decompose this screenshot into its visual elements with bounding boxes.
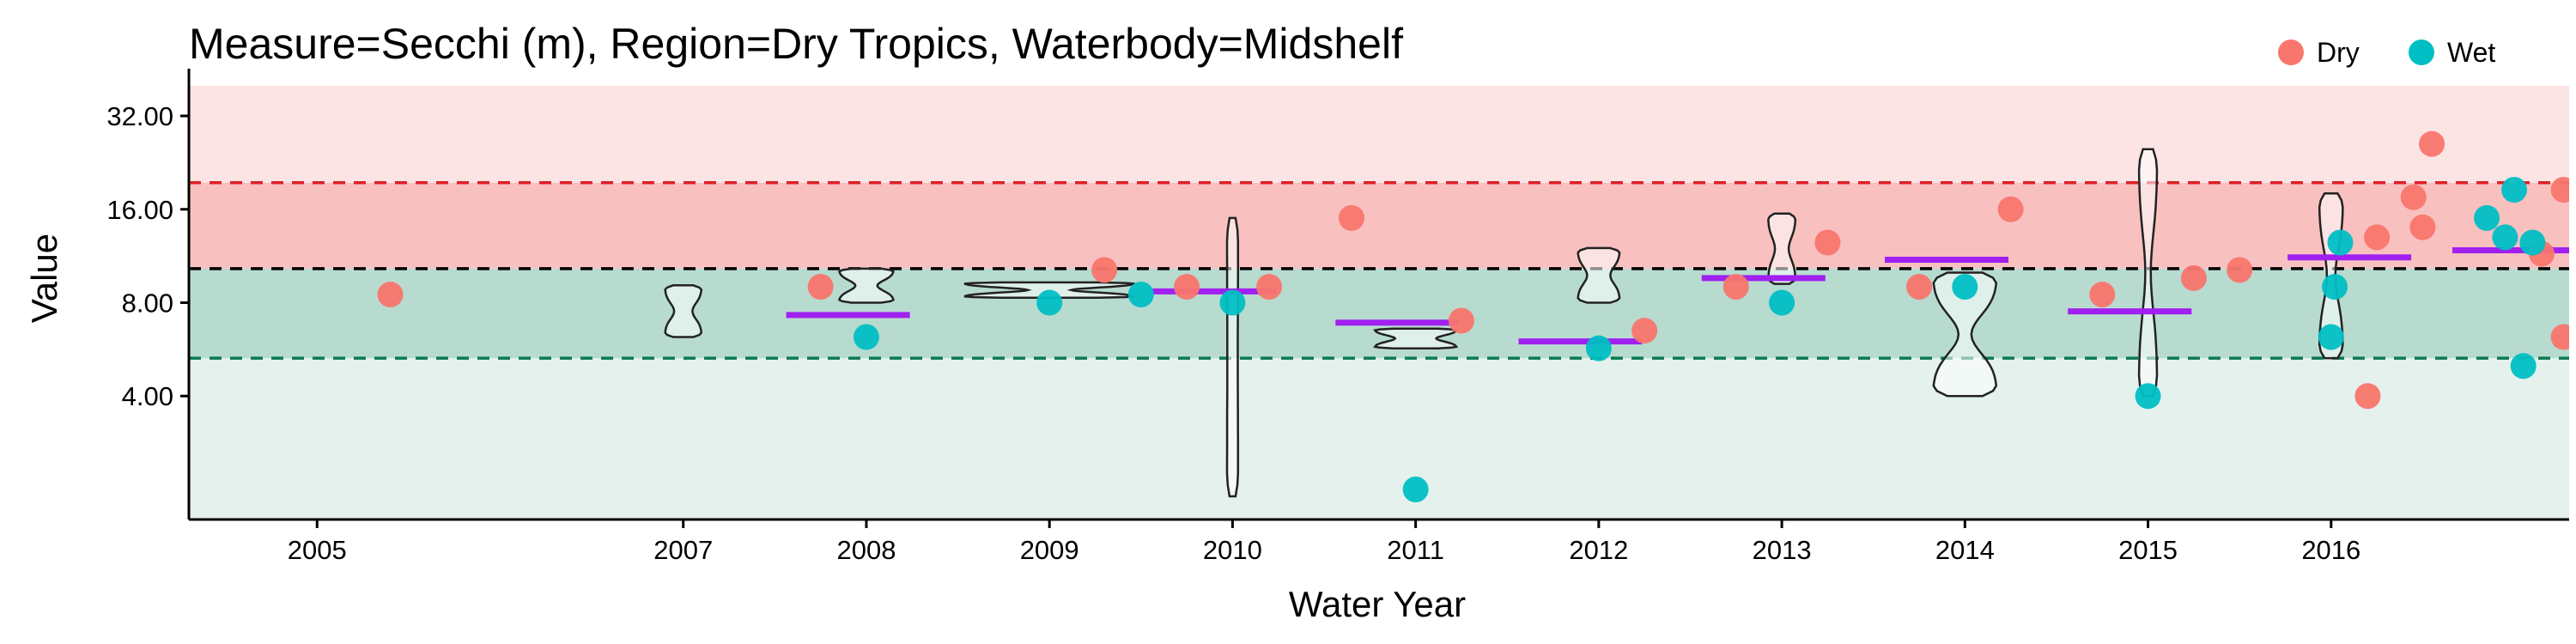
x-tick-label-3: 2009 xyxy=(1020,535,1079,565)
violin-7 xyxy=(1932,271,1998,398)
legend-label-dry: Dry xyxy=(2317,37,2360,68)
point-wet-5 xyxy=(1585,335,1612,361)
point-wet-2 xyxy=(1127,281,1154,307)
point-dry-3 xyxy=(1174,274,1200,301)
axes: 4.00 8.00 16.00 32.00 2005 2007 2008 2009 2010 20… xyxy=(106,69,2569,565)
point-dry-1 xyxy=(807,274,834,301)
x-tick-label-2: 2008 xyxy=(836,535,896,565)
plot-area xyxy=(189,86,2569,519)
point-wet-4 xyxy=(1402,476,1429,502)
violin-5 xyxy=(1577,246,1621,304)
y-tick-label-3: 32.00 xyxy=(106,101,173,131)
legend-label-wet: Wet xyxy=(2447,37,2495,68)
x-tick-label-6: 2012 xyxy=(1569,535,1628,565)
x-axis-title: Water Year xyxy=(1289,584,1466,624)
point-wet-11 xyxy=(2327,229,2354,256)
lower-red-band xyxy=(189,182,2569,269)
point-wet-14 xyxy=(2501,176,2528,203)
point-dry-7 xyxy=(1631,318,1658,344)
y-tick-label-2: 16.00 xyxy=(106,195,173,225)
point-dry-22 xyxy=(2550,324,2569,350)
point-wet-15 xyxy=(2510,353,2537,380)
point-dry-14 xyxy=(2227,257,2253,283)
x-tick-label-0: 2005 xyxy=(288,535,347,565)
point-wet-12 xyxy=(2474,204,2500,231)
violin-0 xyxy=(664,284,703,338)
point-dry-17 xyxy=(2400,184,2427,210)
point-dry-18 xyxy=(2409,214,2436,240)
point-wet-8 xyxy=(2135,383,2161,410)
y-axis-title: Value xyxy=(24,234,64,323)
point-dry-16 xyxy=(2364,224,2391,251)
legend: Dry Wet xyxy=(2278,37,2495,68)
point-wet-0 xyxy=(853,324,879,350)
x-tick-label-4: 2010 xyxy=(1203,535,1262,565)
x-tick-label-10: 2016 xyxy=(2301,535,2360,565)
x-tick-label-5: 2011 xyxy=(1387,535,1444,565)
y-tick-label-1: 8.00 xyxy=(122,289,173,319)
point-wet-9 xyxy=(2318,324,2344,350)
y-tick-label-0: 4.00 xyxy=(122,381,173,411)
point-dry-9 xyxy=(1814,229,1841,256)
point-dry-21 xyxy=(2550,176,2569,203)
violin-6 xyxy=(1767,212,1797,285)
x-tick-label-8: 2014 xyxy=(1935,535,1995,565)
violin-3 xyxy=(1225,216,1240,498)
point-wet-16 xyxy=(2519,229,2546,256)
point-dry-0 xyxy=(377,281,404,307)
point-dry-15 xyxy=(2354,383,2381,410)
lower-green-band xyxy=(189,358,2569,519)
point-dry-5 xyxy=(1339,204,1365,231)
point-dry-2 xyxy=(1091,257,1118,283)
point-wet-7 xyxy=(1952,274,1978,301)
point-wet-1 xyxy=(1036,289,1063,316)
point-wet-13 xyxy=(2492,224,2518,251)
point-dry-4 xyxy=(1256,274,1283,301)
point-dry-8 xyxy=(1722,274,1749,301)
violin-1 xyxy=(837,267,895,304)
legend-marker-dry xyxy=(2278,39,2304,65)
chart-title: Measure=Secchi (m), Region=Dry Tropics, … xyxy=(189,20,1403,68)
plot-content xyxy=(189,86,2569,519)
point-wet-6 xyxy=(1769,289,1795,316)
point-wet-10 xyxy=(2322,274,2348,301)
point-wet-3 xyxy=(1219,289,1246,316)
x-tick-label-9: 2015 xyxy=(2118,535,2178,565)
point-dry-11 xyxy=(1997,196,2024,222)
point-dry-10 xyxy=(1906,274,1933,301)
x-tick-label-7: 2013 xyxy=(1753,535,1812,565)
point-dry-12 xyxy=(2089,281,2116,307)
point-dry-6 xyxy=(1448,307,1474,334)
x-tick-label-1: 2007 xyxy=(653,535,713,565)
upper-red-band xyxy=(189,86,2569,183)
legend-marker-wet xyxy=(2409,39,2434,65)
point-dry-13 xyxy=(2180,264,2207,291)
point-dry-19 xyxy=(2419,131,2445,157)
violin-4 xyxy=(1373,327,1459,349)
